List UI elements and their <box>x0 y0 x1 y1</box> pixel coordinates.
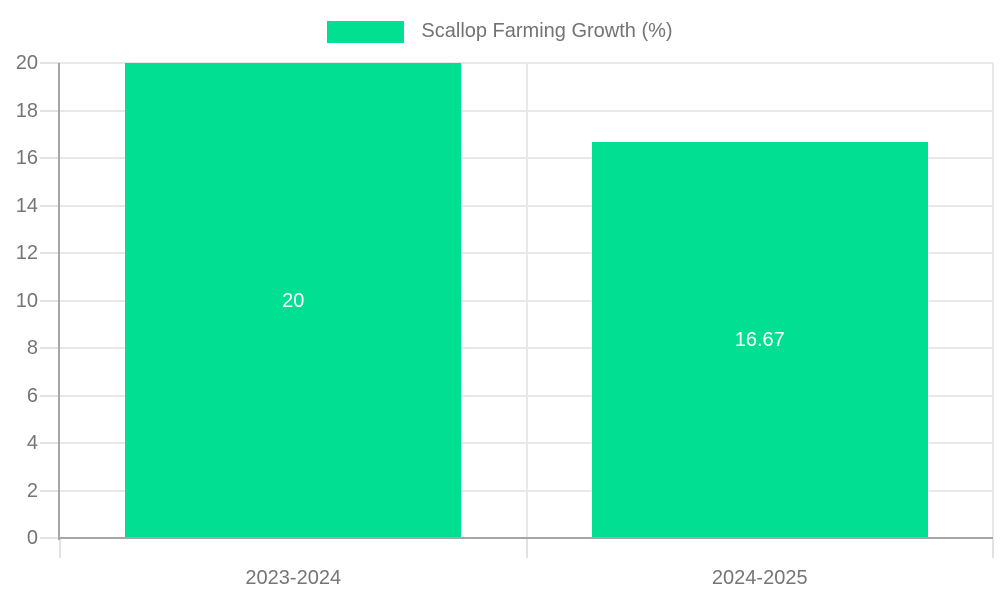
y-axis-line <box>58 63 60 540</box>
y-tick-mark <box>40 252 60 254</box>
legend-swatch-icon <box>327 20 405 43</box>
x-tick-mark <box>525 539 528 558</box>
y-tick-mark <box>40 157 60 159</box>
x-tick-mark <box>59 539 61 558</box>
y-axis-tick-label: 4 <box>26 432 38 454</box>
y-axis-tick-label: 8 <box>26 337 38 359</box>
gridline-vertical <box>992 63 994 538</box>
x-axis-line <box>60 537 993 539</box>
y-axis-tick-label: 16 <box>15 147 38 169</box>
y-tick-mark <box>40 109 60 112</box>
y-tick-mark <box>40 347 60 349</box>
y-tick-mark <box>40 62 60 64</box>
y-axis-tick-label: 20 <box>15 52 38 74</box>
y-tick-mark <box>40 489 60 492</box>
bar-value-label: 16.67 <box>734 329 785 352</box>
y-tick-mark <box>40 537 60 539</box>
chart-legend[interactable]: Scallop Farming Growth (%) <box>0 20 1000 43</box>
y-axis-tick-label: 18 <box>15 99 38 122</box>
y-axis-tick-label: 2 <box>26 479 38 502</box>
y-tick-mark <box>40 394 60 397</box>
y-axis-tick-label: 10 <box>15 289 38 312</box>
x-axis-category-label: 2023-2024 <box>245 567 342 589</box>
bar <box>591 142 928 538</box>
y-tick-mark <box>40 299 60 302</box>
gridline-vertical <box>525 63 528 538</box>
x-axis-category-label: 2024-2025 <box>711 567 808 589</box>
y-axis-tick-label: 0 <box>26 527 38 549</box>
y-axis-tick-label: 14 <box>15 194 38 217</box>
bar-value-label: 20 <box>282 289 305 312</box>
y-tick-mark <box>40 204 60 207</box>
y-tick-mark <box>40 442 60 444</box>
x-tick-mark <box>992 539 994 558</box>
bar <box>125 63 462 538</box>
y-axis-tick-label: 6 <box>26 384 38 407</box>
y-axis-tick-label: 12 <box>15 242 38 264</box>
legend-label: Scallop Farming Growth (%) <box>421 20 673 42</box>
